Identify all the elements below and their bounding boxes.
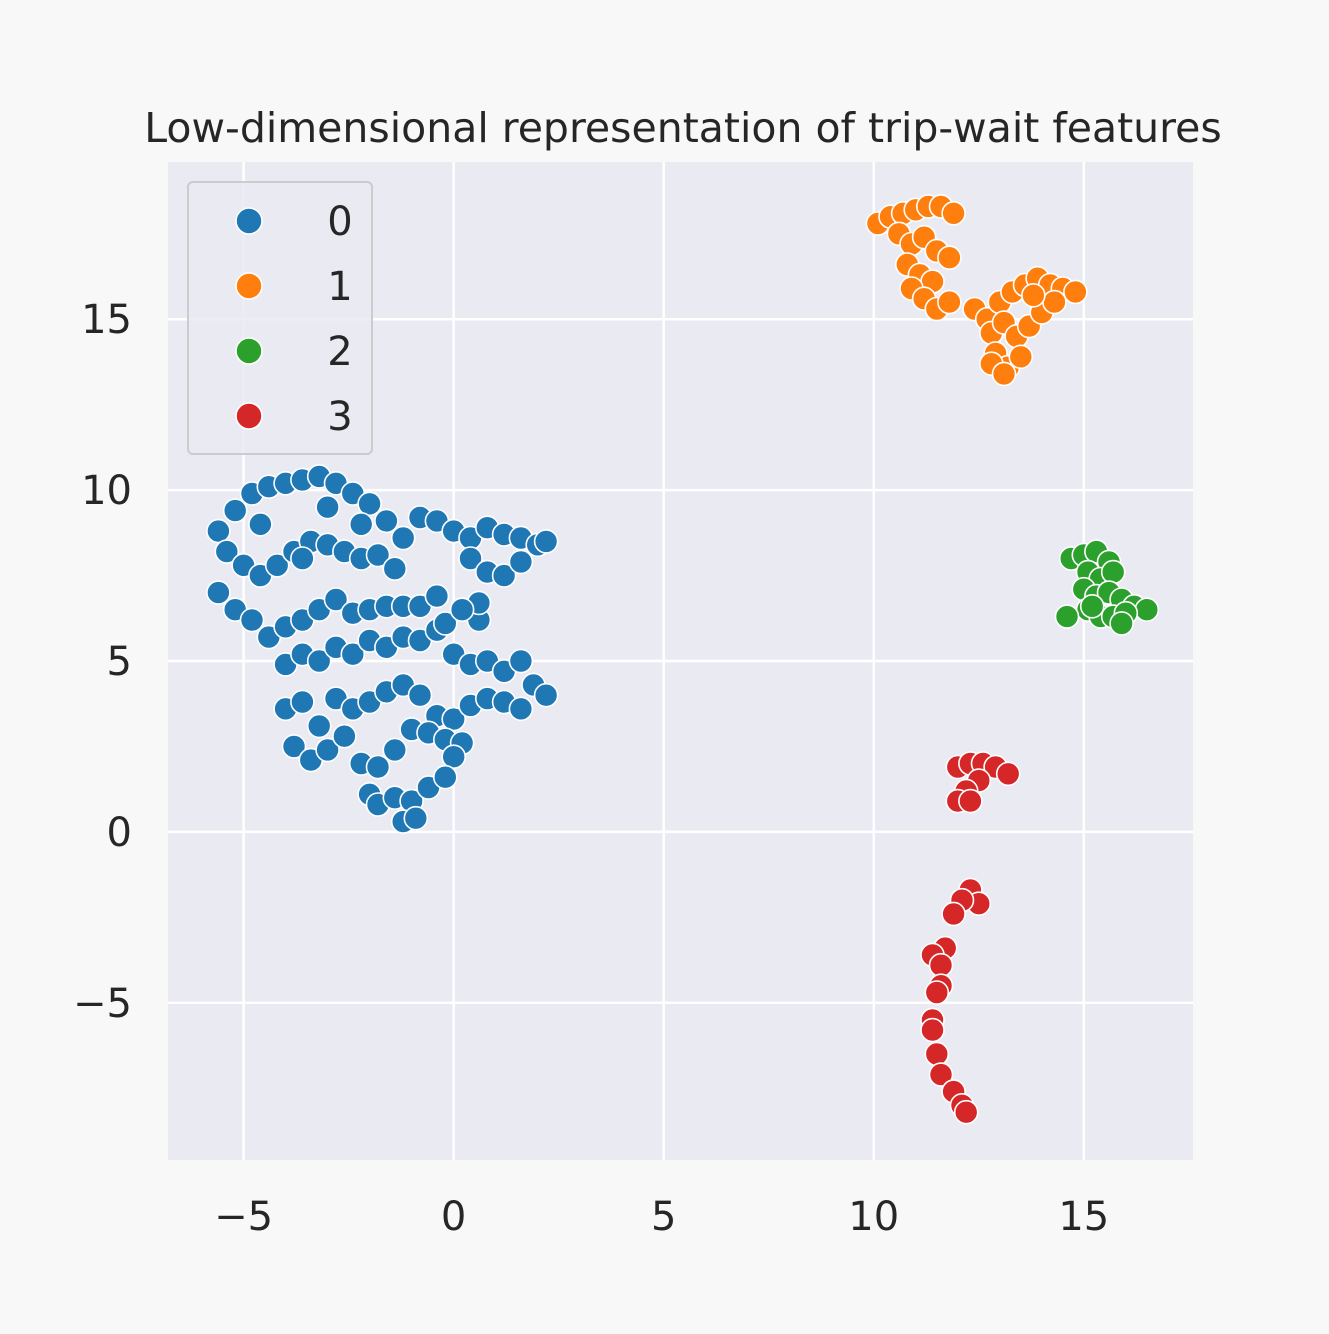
data-point-series-0 — [315, 737, 340, 763]
data-point-series-3 — [928, 1062, 954, 1087]
data-point-series-2 — [1054, 604, 1080, 629]
data-point-series-0 — [340, 641, 366, 667]
legend-marker — [235, 272, 263, 300]
data-point-series-0 — [214, 539, 240, 564]
legend-label: 2 — [327, 329, 352, 375]
data-point-series-0 — [458, 546, 483, 571]
data-point-series-0 — [407, 682, 433, 708]
data-point-series-0 — [357, 491, 382, 517]
data-point-series-0 — [374, 508, 399, 534]
data-point-series-0 — [323, 587, 349, 612]
data-point-series-0 — [441, 744, 467, 770]
data-point-series-0 — [206, 518, 231, 544]
data-point-series-0 — [348, 511, 374, 537]
legend-marker — [235, 337, 263, 365]
x-axis-ticks: −5 0 5 10 15 — [214, 1194, 1109, 1240]
x-tick-label: 15 — [1058, 1194, 1109, 1240]
legend-marker — [235, 207, 263, 235]
legend-label: 0 — [327, 199, 352, 245]
data-point-series-3 — [924, 980, 950, 1005]
data-point-series-3 — [924, 1041, 950, 1067]
x-tick-label: 10 — [848, 1194, 899, 1240]
data-point-series-3 — [941, 901, 966, 927]
data-point-series-0 — [432, 611, 458, 636]
data-point-series-1 — [1008, 344, 1034, 370]
x-tick-label: 0 — [441, 1194, 466, 1240]
data-point-series-1 — [991, 361, 1017, 387]
data-point-series-0 — [508, 696, 534, 722]
data-point-series-2 — [1079, 593, 1105, 619]
data-point-series-0 — [248, 511, 273, 537]
data-point-series-1 — [941, 201, 966, 226]
data-point-series-1 — [1042, 289, 1067, 315]
data-point-series-0 — [206, 580, 231, 605]
data-point-series-0 — [491, 563, 517, 588]
data-point-series-0 — [432, 764, 458, 790]
x-tick-label: −5 — [214, 1194, 273, 1240]
y-tick-label: 0 — [107, 810, 132, 856]
y-tick-label: −5 — [73, 981, 132, 1027]
data-point-series-3 — [953, 1099, 979, 1125]
data-point-series-0 — [222, 498, 248, 523]
data-point-series-0 — [449, 597, 475, 623]
y-axis-ticks: −5 0 5 10 15 — [73, 297, 132, 1027]
data-point-series-0 — [508, 549, 534, 575]
legend-label: 3 — [327, 394, 352, 440]
data-point-series-0 — [306, 713, 332, 739]
data-point-series-0 — [290, 546, 315, 571]
data-point-series-2 — [1100, 559, 1126, 585]
legend-box — [187, 181, 373, 455]
y-tick-label: 10 — [81, 468, 132, 514]
data-point-series-0 — [365, 542, 391, 568]
data-point-series-0 — [533, 682, 559, 708]
data-point-series-0 — [382, 737, 408, 763]
data-point-series-1 — [937, 245, 962, 271]
legend-marker — [235, 402, 263, 430]
data-point-series-0 — [290, 689, 315, 715]
data-points — [206, 194, 1160, 1125]
data-point-series-0 — [332, 723, 357, 749]
data-point-series-1 — [1021, 282, 1046, 308]
data-point-series-0 — [365, 754, 391, 780]
data-point-series-0 — [382, 556, 408, 582]
data-point-series-0 — [508, 648, 534, 674]
data-point-series-3 — [995, 761, 1021, 787]
y-tick-label: 15 — [81, 297, 132, 343]
data-point-series-0 — [239, 607, 265, 633]
data-point-series-1 — [937, 289, 962, 315]
legend-label: 1 — [327, 264, 352, 310]
data-point-series-0 — [315, 494, 340, 520]
data-point-series-2 — [1109, 611, 1134, 636]
data-point-series-0 — [390, 525, 416, 551]
y-tick-label: 5 — [107, 639, 132, 685]
legend: 0 1 2 3 — [187, 181, 373, 455]
data-point-series-0 — [306, 648, 332, 674]
data-point-series-0 — [281, 734, 307, 759]
data-point-series-3 — [928, 952, 954, 978]
data-point-series-0 — [424, 583, 450, 609]
data-point-series-1 — [1063, 279, 1088, 305]
data-point-series-2 — [1134, 597, 1160, 623]
data-point-series-3 — [920, 1017, 945, 1043]
data-point-series-0 — [533, 529, 559, 554]
data-point-series-0 — [264, 552, 290, 578]
chart-title: Low-dimensional representation of trip-w… — [144, 104, 1221, 152]
data-point-series-0 — [403, 805, 429, 831]
data-point-series-3 — [958, 788, 983, 814]
data-point-series-0 — [441, 706, 467, 732]
x-tick-label: 5 — [651, 1194, 676, 1240]
